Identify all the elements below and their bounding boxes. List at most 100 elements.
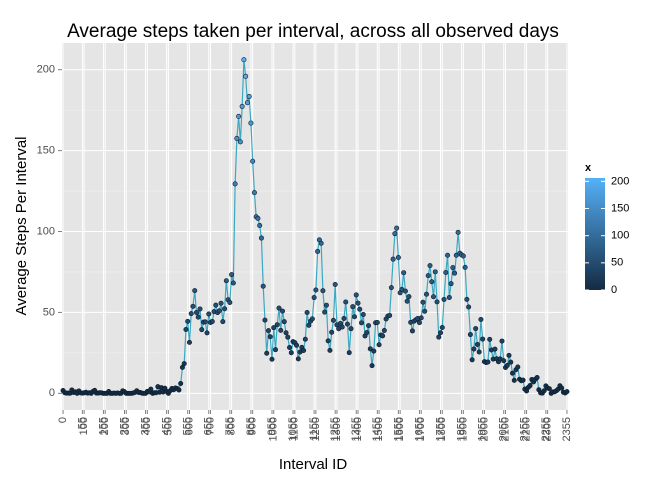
- data-point: [332, 281, 338, 287]
- x-tick-label: 355: [139, 417, 151, 435]
- data-point: [438, 330, 444, 336]
- data-point: [452, 270, 458, 276]
- data-point: [436, 334, 442, 340]
- data-point: [327, 347, 333, 353]
- colorbar-label: 0: [611, 284, 617, 296]
- data-point: [446, 294, 452, 300]
- x-tick-label: 1155: [308, 417, 320, 441]
- x-tick-label: 1555: [392, 417, 404, 441]
- data-point: [267, 334, 273, 340]
- y-tick-label: 50: [43, 306, 55, 318]
- x-tick-label: 1355: [350, 417, 362, 441]
- x-tick-label: 200: [99, 417, 111, 435]
- data-point: [387, 312, 393, 318]
- x-tick-label: 1700: [415, 417, 427, 441]
- colorbar: [585, 178, 605, 290]
- data-point: [462, 264, 468, 270]
- data-point: [425, 273, 431, 279]
- data-point: [369, 363, 375, 369]
- x-tick-label: 700: [204, 417, 216, 435]
- data-point: [183, 326, 189, 332]
- data-point: [250, 158, 256, 164]
- data-point: [432, 269, 438, 275]
- data-point: [281, 319, 287, 325]
- data-point: [401, 270, 407, 276]
- y-tick-label: 0: [49, 387, 55, 399]
- y-axis-title: Average Steps Per Interval: [13, 137, 30, 316]
- data-point: [311, 295, 317, 301]
- data-point: [418, 315, 424, 321]
- data-point: [204, 330, 210, 336]
- x-tick-label: 1300: [331, 417, 343, 441]
- data-point: [506, 352, 512, 358]
- x-tick-label: 1100: [289, 417, 301, 441]
- data-point: [546, 386, 552, 392]
- data-point: [227, 299, 233, 305]
- data-point: [471, 346, 477, 352]
- data-point: [515, 364, 521, 370]
- x-tick-label: 1400: [352, 417, 364, 441]
- data-point: [431, 294, 437, 300]
- data-point: [381, 327, 387, 333]
- data-point: [392, 231, 398, 237]
- data-point: [360, 312, 366, 318]
- x-tick-label: 155: [97, 417, 109, 435]
- legend-title: x: [585, 162, 592, 174]
- data-point: [315, 248, 321, 254]
- data-point: [416, 320, 422, 326]
- x-tick-label: 400: [141, 417, 153, 435]
- data-point: [466, 304, 472, 310]
- data-point: [520, 377, 526, 383]
- data-point: [262, 317, 268, 323]
- data-point: [283, 330, 289, 336]
- data-point: [402, 288, 408, 294]
- data-point: [274, 322, 280, 328]
- data-point: [188, 311, 194, 317]
- data-point: [248, 120, 254, 126]
- data-point: [178, 381, 184, 387]
- x-tick-label: 800: [226, 417, 238, 435]
- data-point: [350, 304, 356, 310]
- data-point: [434, 299, 440, 305]
- data-point: [460, 253, 466, 259]
- x-tick-label: 2200: [520, 417, 532, 441]
- chart-title: Average steps taken per interval, across…: [67, 21, 559, 42]
- data-point: [230, 280, 236, 286]
- data-point: [485, 359, 491, 365]
- x-tick-label: 500: [162, 417, 174, 435]
- data-point: [395, 254, 401, 260]
- data-point: [564, 389, 570, 395]
- data-point: [192, 288, 198, 294]
- data-point: [220, 319, 226, 325]
- data-point: [469, 357, 475, 363]
- data-point: [313, 287, 319, 293]
- data-point: [302, 336, 308, 342]
- colorbar-label: 100: [611, 230, 629, 242]
- data-point: [325, 338, 331, 344]
- data-point: [353, 292, 359, 298]
- data-point: [367, 346, 373, 352]
- x-tick-label: 955: [266, 417, 278, 435]
- data-point: [374, 320, 380, 326]
- data-point: [195, 314, 201, 320]
- data-point: [527, 383, 533, 389]
- data-point: [257, 222, 263, 228]
- data-point: [244, 100, 250, 106]
- data-point: [255, 215, 261, 221]
- data-point: [476, 349, 482, 355]
- data-point: [487, 336, 493, 342]
- data-point: [276, 305, 282, 311]
- data-point: [213, 302, 219, 308]
- x-tick-label: 1900: [457, 417, 469, 441]
- data-point: [285, 334, 291, 340]
- data-point: [218, 300, 224, 306]
- data-point: [534, 375, 540, 381]
- data-point: [294, 342, 300, 348]
- data-point: [209, 319, 215, 325]
- data-point: [357, 306, 363, 312]
- data-point: [229, 272, 235, 278]
- data-point: [320, 288, 326, 294]
- x-tick-label: 1455: [371, 417, 383, 441]
- x-axis-title: Interval ID: [279, 456, 348, 473]
